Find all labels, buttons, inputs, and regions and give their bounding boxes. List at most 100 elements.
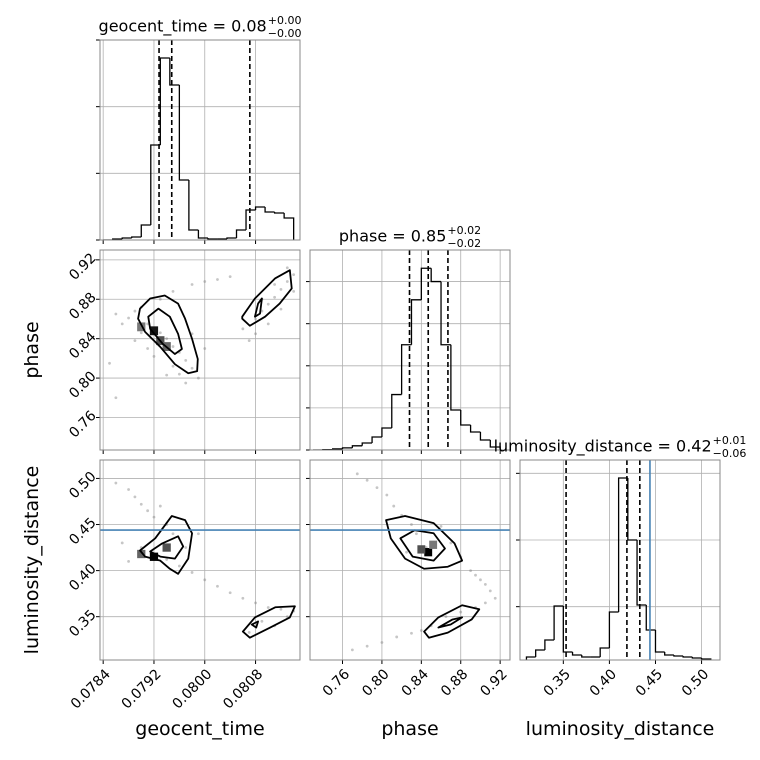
contour [241,269,293,327]
sample-point [120,322,124,326]
histogram-step [131,236,142,238]
histogram-step [235,229,247,238]
sample-point [410,631,413,635]
sample-point [493,596,497,600]
histogram-step [332,448,343,450]
histogram-step [535,649,545,657]
sample-point [108,361,111,365]
panel [100,460,300,660]
histogram-step [420,267,432,300]
sample-point [488,589,492,593]
histogram-step [608,611,619,648]
histogram-step [544,639,555,650]
sample-point [197,532,200,536]
title-lower: −0.00 [268,27,302,40]
sample-point [266,302,270,306]
histogram-step [391,393,402,429]
y-tick-label: 0.50 [66,469,99,502]
histogram-step [627,478,638,541]
sample-point [158,504,162,508]
histogram-step [673,655,684,657]
x-tick-label: 0.76 [320,666,353,699]
histogram-step [525,656,536,660]
x-tick-label: 0.88 [438,666,471,699]
panel-title: phase = 0.85 [339,227,446,246]
histogram-step [159,57,170,145]
contour [423,604,481,639]
histogram-step [645,605,656,631]
sample-point [203,280,207,283]
sample-point [439,524,443,528]
y-axis-label: luminosity_distance [21,466,43,655]
histogram-step [682,656,693,658]
histogram-step [371,436,382,443]
sample-point [469,569,472,572]
density-cell [424,548,433,557]
panel [100,250,300,450]
histogram-step [636,540,647,606]
x-tick-label: 0.0784 [68,666,114,712]
panel-frame [309,459,511,661]
sample-point [241,596,245,600]
histogram-step [571,652,582,656]
histogram-step [361,442,373,446]
panel [100,40,300,240]
histogram-step [197,230,208,239]
x-tick-label: 0.0800 [169,666,215,712]
x-tick-label: 0.35 [541,666,574,699]
sample-point [459,610,463,614]
panel [520,460,720,660]
x-axis-label: luminosity_distance [526,718,715,740]
sample-point [139,502,143,506]
x-tick-label: 0.45 [633,666,666,699]
x-tick-label: 0.40 [587,666,620,699]
sample-point [146,347,150,350]
density-cell [429,540,438,549]
sample-point [247,630,251,634]
density-cell [162,543,171,552]
sample-point [165,558,169,561]
sample-point [279,288,283,291]
sample-point [127,559,130,563]
sample-point [127,316,130,320]
histogram-step [254,206,266,210]
sample-point [419,629,423,632]
sample-point [405,550,408,554]
sample-point [171,532,175,536]
title-upper: +0.02 [447,224,481,237]
y-tick-label: 0.35 [66,607,99,640]
sample-point [133,309,137,313]
sample-point [380,641,384,644]
histogram-step [599,647,610,657]
contour [385,515,464,570]
histogram-step [273,212,285,214]
sample-point [385,493,389,497]
sample-point [474,573,477,577]
sample-point [171,289,175,293]
sample-point [158,331,162,335]
sample-point [165,337,169,341]
histogram-step [178,85,189,181]
histogram-step [479,432,491,441]
histogram-step [283,213,295,240]
histogram-step [489,440,501,450]
contour [149,535,185,560]
contour [250,620,259,629]
sample-point [228,275,232,279]
sample-point [203,578,207,582]
histogram-step [245,209,256,230]
sample-point [266,606,270,609]
density-cell [137,549,146,559]
contour [139,515,193,575]
sample-point [171,345,175,348]
x-tick-label: 0.0792 [119,666,165,712]
x-tick-label: 0.0808 [220,666,266,712]
sample-point [190,283,194,286]
histogram-step [430,268,442,283]
y-tick-label: 0.40 [66,561,99,594]
contour [137,294,199,375]
sample-point [444,615,448,619]
sample-point [365,644,369,648]
sample-point [279,607,283,611]
title-lower: −0.02 [447,237,481,250]
